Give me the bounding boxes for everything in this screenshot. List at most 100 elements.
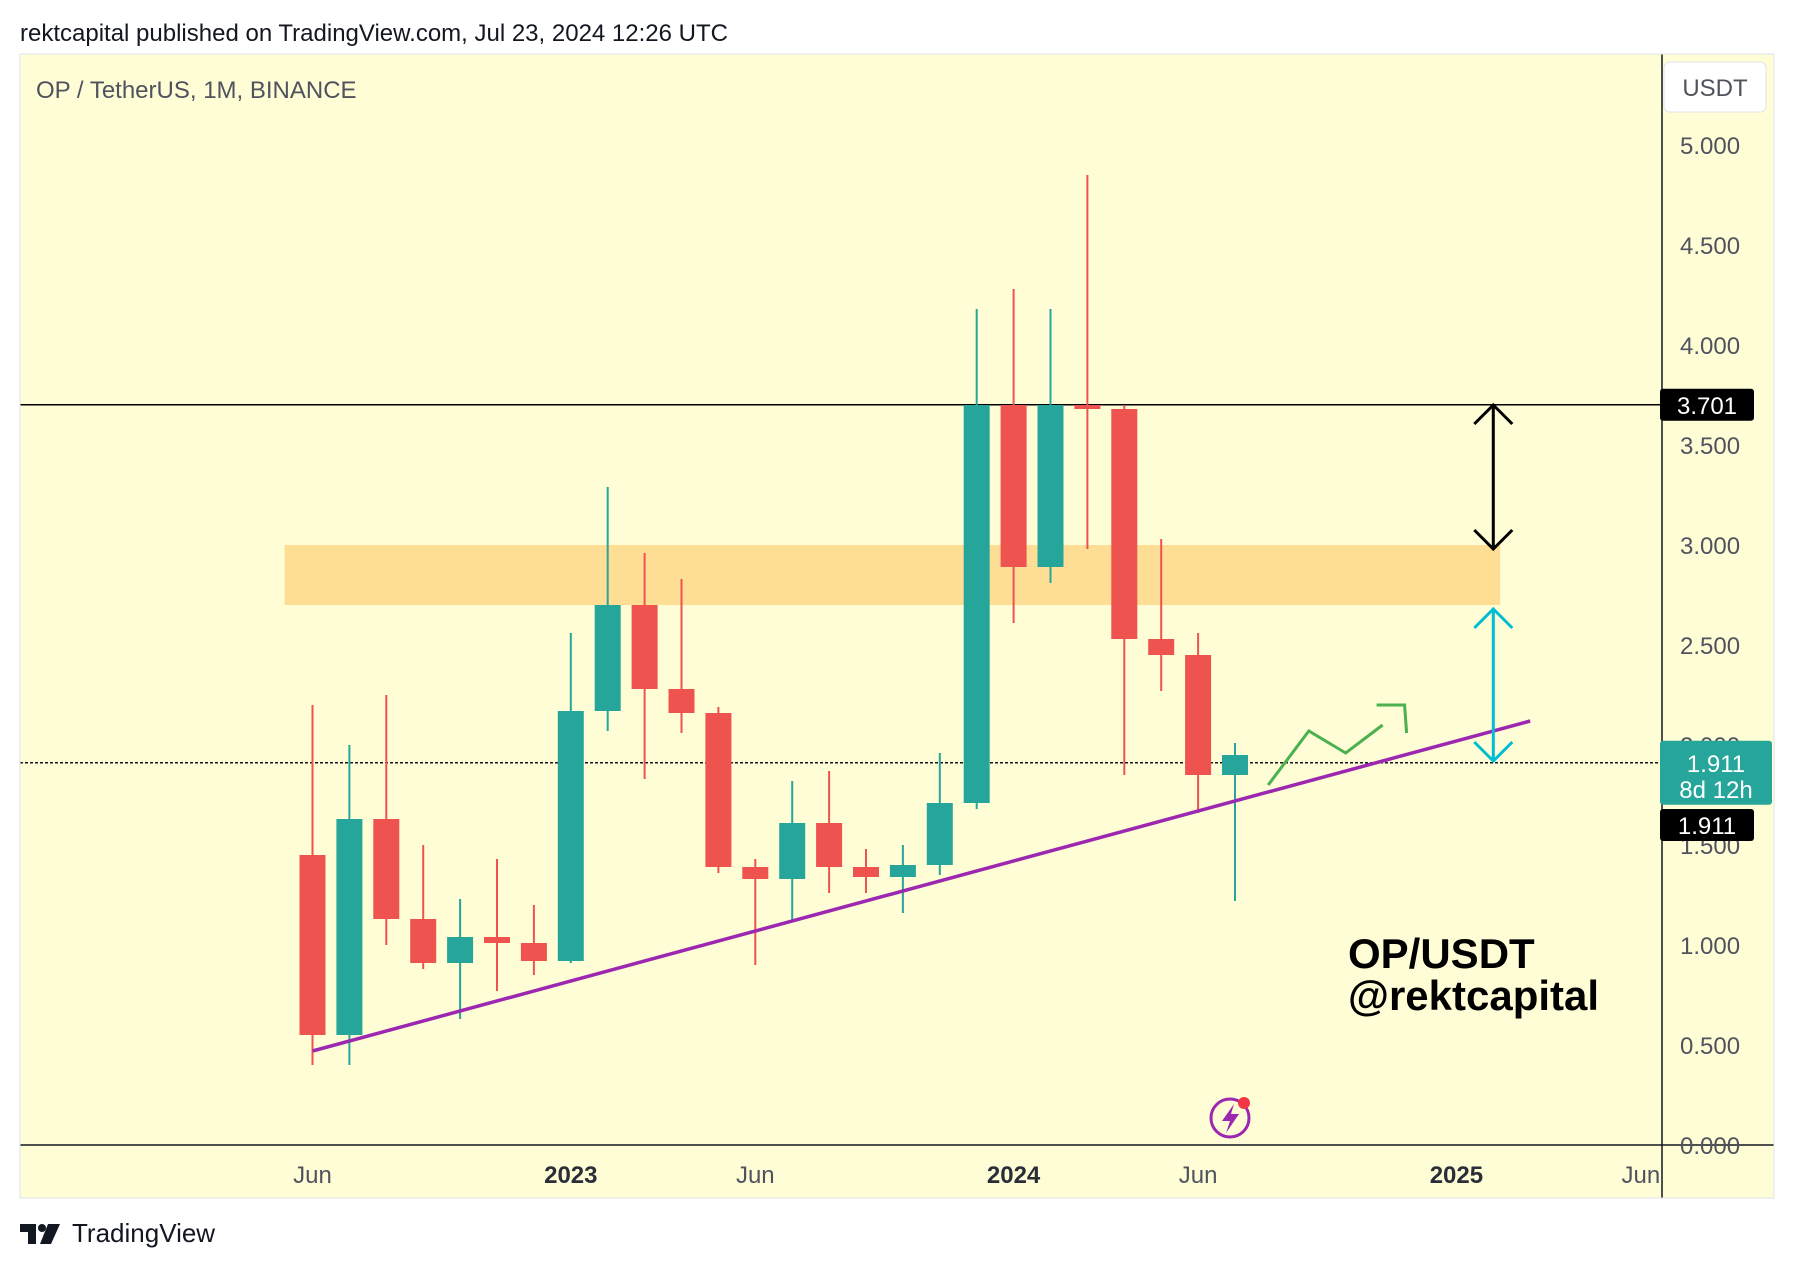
candle-countdown-label: 8d 12h [1679,777,1752,804]
candle-body [299,855,326,1035]
candle-body [1037,405,1064,567]
candle-down[interactable] [1000,289,1027,623]
y-tick-label: 4.500 [1680,233,1740,260]
candle-up[interactable] [336,745,363,1065]
price-scale-background [1662,54,1774,1198]
chart-frame [19,53,1775,1199]
candle-up[interactable] [447,899,474,1019]
candle-body [742,867,769,879]
candle-down[interactable] [484,859,510,991]
tradingview-brand: TradingView [72,1218,216,1248]
candle-down[interactable] [1074,175,1101,549]
candle-down[interactable] [410,845,437,969]
lightning-bolt-icon[interactable] [1209,1097,1251,1139]
tradingview-logo-icon [20,1223,60,1244]
resistance-range-arrow[interactable] [1473,402,1514,552]
resistance-price-tag [1660,388,1754,421]
x-tick-label: Jun [736,1162,775,1189]
crosshair-price-tag [1660,809,1754,841]
candle-down[interactable] [742,859,769,965]
arrow-head-up [1473,402,1514,426]
publish-header: rektcapital published on TradingView.com… [20,20,728,47]
candle-up[interactable] [963,309,990,809]
candle-body [447,937,474,963]
projected-path [1267,723,1384,786]
candle-body [926,803,953,865]
projected-path-arrow[interactable] [1267,703,1409,786]
candle-body [594,605,621,711]
currency-label: USDT [1682,75,1748,102]
candle-up[interactable] [594,487,621,731]
y-tick-label: 4.000 [1680,333,1740,360]
candle-down[interactable] [520,905,547,975]
candle-down[interactable] [1111,405,1138,775]
candle-body [816,823,843,867]
current-price-label: 1.911 [1687,751,1745,778]
candle-body [1148,639,1175,655]
candle-up[interactable] [779,781,806,921]
x-tick-label: Jun [1622,1162,1661,1189]
candle-body [779,823,806,879]
candle-up[interactable] [889,845,916,913]
y-tick-label: 3.500 [1680,433,1740,460]
candle-body [520,943,547,961]
candle-body [1111,409,1138,639]
y-tick-label: 1.000 [1680,933,1740,960]
x-tick-label: 2023 [544,1162,597,1189]
x-tick-label: 2025 [1430,1162,1483,1189]
candle-up[interactable] [926,753,953,875]
candle-down[interactable] [853,849,879,893]
candle-body [963,405,990,803]
candle-body [705,713,732,867]
candle-body [1185,655,1212,775]
y-tick-label: 3.000 [1680,533,1740,560]
arrow-head-up [1473,606,1514,630]
x-tick-label: Jun [293,1162,332,1189]
supply-zone[interactable] [284,545,1501,605]
current-price-tag [1660,740,1772,805]
candle-body [484,937,510,943]
y-tick-label: 2.500 [1680,633,1740,660]
candle-down[interactable] [299,705,326,1065]
candle-body [373,819,400,919]
candle-body [1000,405,1027,567]
candle-up[interactable] [1037,309,1064,583]
candle-body [853,867,879,877]
currency-button[interactable] [1663,61,1767,113]
candle-body [1222,755,1248,775]
projected-arrow-head [1376,703,1409,734]
candle-body [557,711,584,961]
candle-down[interactable] [816,771,843,893]
arrow-head-down [1473,740,1514,764]
candle-up[interactable] [1222,743,1248,901]
candle-down[interactable] [631,553,658,779]
candle-body [410,919,437,963]
chart-background [20,54,1662,1198]
x-tick-label: 2024 [987,1162,1041,1189]
candle-down[interactable] [1148,539,1175,691]
candle-body [668,689,695,713]
candle-down[interactable] [668,579,695,733]
ascending-trendline[interactable] [312,719,1531,1053]
arrow-head-down [1473,528,1514,552]
y-tick-label: 5.000 [1680,133,1740,160]
candle-down[interactable] [1185,633,1212,813]
candle-down[interactable] [373,695,400,945]
crosshair-price-label: 1.911 [1678,813,1736,840]
y-tick-label: 0.000 [1680,1133,1740,1160]
footer: TradingView [20,1218,215,1249]
candle-body [1074,405,1101,409]
candle-body [631,605,658,689]
annotation-author: @rektcapital [1348,972,1599,1019]
candle-down[interactable] [705,707,732,873]
x-tick-label: Jun [1179,1162,1218,1189]
symbol-legend[interactable]: OP / TetherUS, 1M, BINANCE [36,77,357,104]
y-tick-label: 0.500 [1680,1033,1740,1060]
resistance-price-label: 3.701 [1677,393,1737,420]
annotation-pair: OP/USDT [1348,930,1535,977]
candle-body [336,819,363,1035]
support-range-arrow[interactable] [1473,606,1514,764]
candle-body [889,865,916,877]
candle-up[interactable] [557,633,584,963]
